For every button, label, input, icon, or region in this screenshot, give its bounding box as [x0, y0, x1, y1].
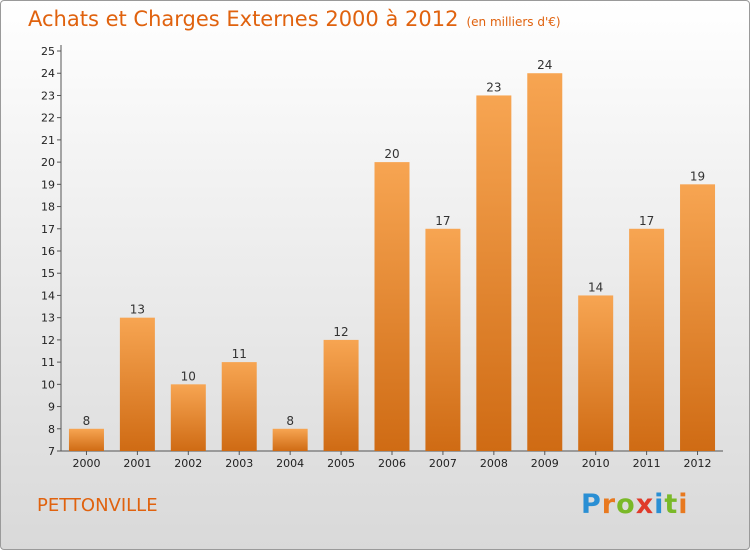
y-tick-label: 14 — [41, 289, 55, 302]
y-tick-label: 24 — [41, 67, 55, 80]
data-label: 24 — [537, 58, 552, 72]
data-label: 20 — [384, 147, 399, 161]
logo-letter: t — [664, 489, 679, 520]
data-label: 23 — [486, 80, 501, 94]
title-text: Achats et Charges Externes 2000 à 2012 — [28, 7, 459, 31]
logo-letter: i — [654, 489, 665, 520]
y-tick-label: 7 — [48, 445, 55, 458]
x-tick-label: 2002 — [174, 457, 202, 470]
bar — [119, 317, 155, 451]
bar — [221, 362, 257, 451]
data-label: 17 — [435, 214, 450, 228]
y-tick-label: 21 — [41, 134, 55, 147]
x-tick-label: 2012 — [684, 457, 712, 470]
proxiti-logo: Proxiti — [581, 489, 689, 520]
bar — [272, 428, 308, 451]
chart-subtitle: (en milliers d'€) — [466, 15, 561, 29]
bar — [527, 73, 563, 451]
y-tick-label: 12 — [41, 334, 55, 347]
bar — [629, 228, 665, 451]
data-label: 14 — [588, 280, 603, 294]
y-tick-label: 9 — [48, 401, 55, 414]
x-tick-label: 2006 — [378, 457, 406, 470]
bar — [425, 228, 461, 451]
bar — [476, 95, 512, 451]
y-tick-label: 16 — [41, 245, 55, 258]
data-label: 19 — [690, 169, 705, 183]
x-tick-label: 2011 — [633, 457, 661, 470]
y-tick-label: 11 — [41, 356, 55, 369]
y-tick-label: 18 — [41, 201, 55, 214]
y-tick-label: 22 — [41, 112, 55, 125]
logo-letter: P — [581, 489, 602, 520]
y-tick-label: 17 — [41, 223, 55, 236]
location-label: PETTONVILLE — [37, 495, 158, 516]
data-label: 8 — [83, 414, 91, 428]
x-tick-label: 2001 — [123, 457, 151, 470]
x-tick-label: 2005 — [327, 457, 355, 470]
x-tick-label: 2007 — [429, 457, 457, 470]
y-tick-label: 8 — [48, 423, 55, 436]
x-tick-label: 2010 — [582, 457, 610, 470]
data-label: 10 — [181, 369, 196, 383]
logo-letter: i — [678, 489, 689, 520]
y-tick-label: 19 — [41, 178, 55, 191]
data-label: 8 — [286, 414, 294, 428]
chart-title: Achats et Charges Externes 2000 à 2012 (e… — [28, 7, 561, 31]
x-tick-label: 2009 — [531, 457, 559, 470]
bar — [374, 162, 410, 451]
x-tick-label: 2008 — [480, 457, 508, 470]
y-tick-label: 10 — [41, 378, 55, 391]
data-label: 12 — [333, 325, 348, 339]
bar — [323, 339, 359, 451]
bar — [578, 295, 614, 451]
data-label: 17 — [639, 214, 654, 228]
y-tick-label: 15 — [41, 267, 55, 280]
bar — [170, 384, 206, 451]
bar — [680, 184, 716, 452]
data-label: 11 — [232, 347, 247, 361]
y-tick-label: 13 — [41, 312, 55, 325]
y-tick-label: 25 — [41, 45, 55, 58]
bar — [68, 428, 104, 451]
data-label: 13 — [130, 303, 145, 317]
logo-letter: o — [616, 489, 636, 520]
x-tick-label: 2003 — [225, 457, 253, 470]
logo-letter: x — [635, 489, 655, 520]
x-tick-label: 2000 — [72, 457, 100, 470]
y-tick-label: 20 — [41, 156, 55, 169]
x-tick-label: 2004 — [276, 457, 304, 470]
y-tick-label: 23 — [41, 89, 55, 102]
logo-letter: r — [601, 489, 617, 520]
